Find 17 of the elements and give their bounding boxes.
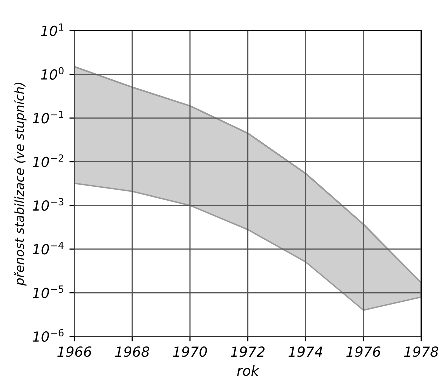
y-tick-label: 10$^{−2}$ (32, 154, 64, 168)
x-tick-label: 1966 (58, 346, 92, 358)
x-axis-title: rok (237, 365, 260, 376)
y-tick-label: 10$^{−6}$ (32, 329, 64, 342)
x-tick-label: 1970 (173, 346, 208, 358)
y-tick-label: 10$^{0}$ (41, 67, 64, 80)
y-tick-label: 10$^{1}$ (41, 24, 64, 36)
y-tick-label: 10$^{−1}$ (32, 111, 64, 124)
x-tick-label: 1974 (288, 346, 323, 358)
y-tick-label: 10$^{−5}$ (32, 286, 64, 298)
x-tick-label: 1968 (115, 346, 150, 358)
x-tick-label: 1978 (404, 346, 439, 358)
y-tick-label: 10$^{−4}$ (32, 242, 64, 255)
x-tick-label: 1976 (346, 346, 381, 358)
y-axis-title: přenost stabilizace (ve stupních) (14, 83, 27, 286)
x-tick-label: 1972 (231, 346, 265, 358)
y-tick-label: 10$^{−3}$ (32, 198, 64, 212)
